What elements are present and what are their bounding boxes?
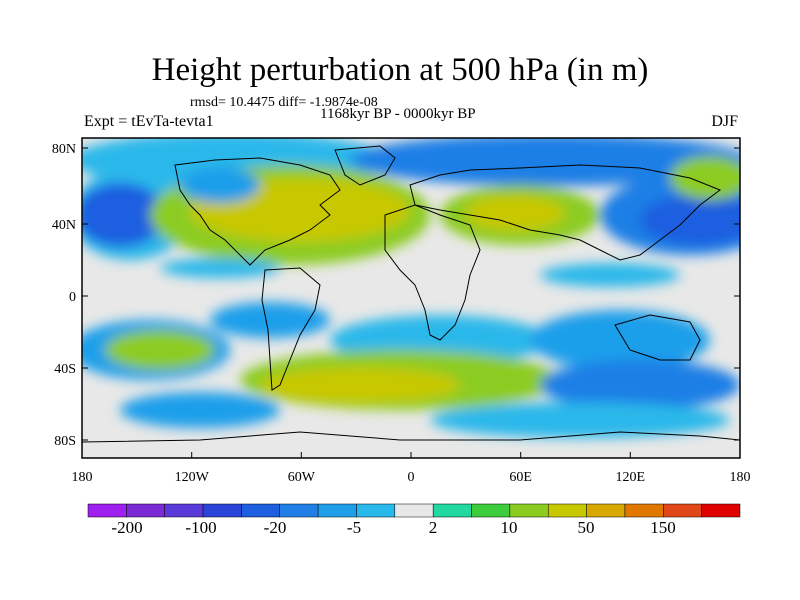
colorbar-swatch <box>432 503 472 518</box>
colorbar-swatch <box>356 503 396 518</box>
colorbar-swatch <box>241 503 281 518</box>
colorbar-swatch <box>663 503 702 518</box>
season-label: DJF <box>711 113 738 130</box>
colorbar-swatch <box>317 503 357 518</box>
colorbar-label: -5 <box>347 518 361 537</box>
lon-tick-label: 60W <box>288 470 316 485</box>
coastlines <box>82 145 740 443</box>
colorbar-swatch <box>87 503 127 518</box>
colorbar-swatch <box>126 503 165 518</box>
colorbar-swatch <box>394 503 434 518</box>
colorbar-swatch <box>701 503 741 518</box>
colorbar-swatch <box>586 503 626 518</box>
colorbar-labels: -200 -100 -20 -5 2 10 50 150 <box>111 518 675 537</box>
lon-tick-label: 180 <box>730 470 751 485</box>
lat-tick-label: 40N <box>52 218 76 233</box>
lat-tick-label: 0 <box>69 290 76 305</box>
colorbar-swatch <box>624 503 664 518</box>
map-title: Height perturbation at 500 hPa (in m) <box>151 52 649 88</box>
colorbar <box>87 503 741 518</box>
lat-tick-label: 40S <box>54 362 76 377</box>
colorbar-label: -100 <box>185 518 216 537</box>
colorbar-swatch <box>164 503 204 518</box>
height-field <box>82 138 740 458</box>
colorbar-swatch <box>202 503 242 518</box>
period-subtitle: 1168kyr BP - 0000kyr BP <box>320 106 476 122</box>
rmsd-subtitle: rmsd= 10.4475 diff= -1.9874e-08 <box>190 95 378 110</box>
colorbar-label: 10 <box>501 518 518 537</box>
lon-tick-label: 120E <box>616 470 646 485</box>
colorbar-label: 2 <box>429 518 438 537</box>
colorbar-label: 50 <box>578 518 595 537</box>
lon-tick-label: 60E <box>509 470 532 485</box>
colorbar-swatch <box>509 503 549 518</box>
experiment-label: Expt = tEvTa-tevta1 <box>84 113 214 130</box>
lon-axis: 180 120W 60W 0 60E 120E 180 <box>72 452 751 485</box>
lon-tick-label: 120W <box>175 470 210 485</box>
colorbar-label: -200 <box>111 518 142 537</box>
lon-tick-label: 0 <box>408 470 415 485</box>
colorbar-swatch <box>471 503 511 518</box>
colorbar-label: 150 <box>650 518 676 537</box>
lon-tick-label: 180 <box>72 470 93 485</box>
colorbar-swatch <box>279 503 319 518</box>
lat-axis: 80N 40N 0 40S 80S <box>52 142 740 449</box>
lat-tick-label: 80N <box>52 142 76 157</box>
colorbar-label: -20 <box>264 518 287 537</box>
lat-tick-label: 80S <box>54 434 76 449</box>
colorbar-swatch <box>547 503 587 518</box>
